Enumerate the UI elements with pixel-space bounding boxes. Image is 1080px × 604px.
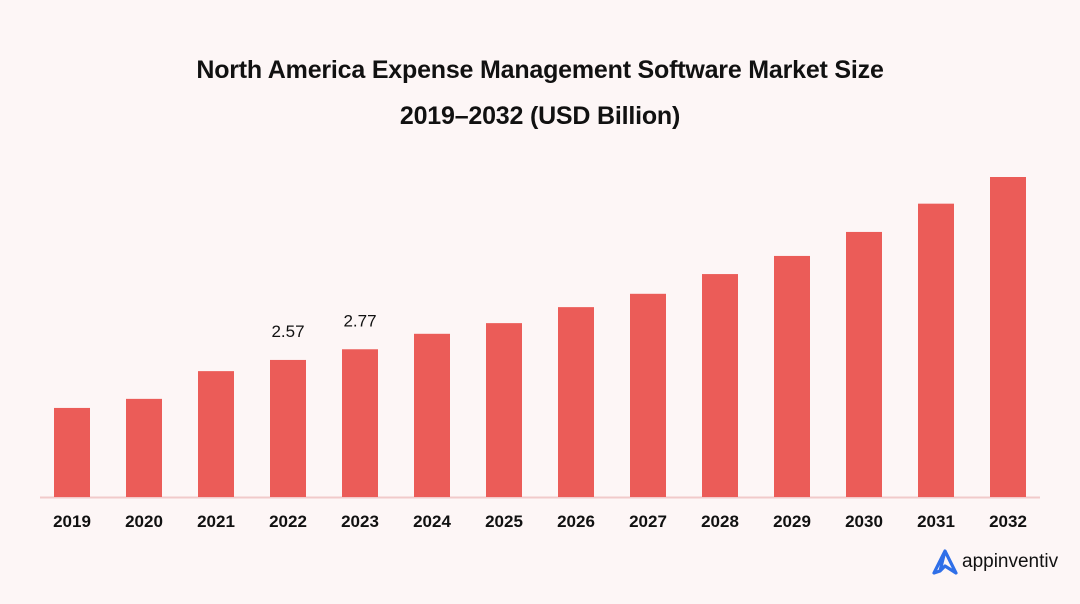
bar-2024 (414, 333, 450, 497)
x-tick-label: 2023 (341, 512, 379, 531)
bar-2020 (126, 398, 162, 497)
chart-subtitle: 2019–2032 (USD Billion) (399, 102, 681, 130)
bar-2023 (342, 349, 378, 497)
x-tick-label: 2024 (413, 512, 451, 531)
x-tick-label: 2021 (197, 512, 235, 531)
bar-2026 (558, 307, 594, 497)
x-tick-label: 2032 (989, 512, 1027, 531)
bar-2022 (270, 359, 306, 497)
x-tick-label: 2025 (485, 512, 523, 531)
bar-2031 (918, 203, 954, 497)
bar-2027 (630, 293, 666, 497)
x-tick-label: 2027 (629, 512, 667, 531)
data-label-2023: 2.77 (343, 311, 376, 330)
x-tick-label: 2031 (917, 512, 955, 531)
bar-2025 (486, 323, 522, 497)
bar-2019 (54, 407, 90, 497)
x-tick-label: 2019 (53, 512, 91, 531)
x-tick-label: 2022 (269, 512, 307, 531)
data-label-2022: 2.57 (271, 322, 304, 341)
bar-2030 (846, 231, 882, 497)
appinventiv-logo-icon (932, 549, 958, 575)
bar-2029 (774, 255, 810, 497)
x-tick-label: 2028 (701, 512, 739, 531)
x-tick-label: 2029 (773, 512, 811, 531)
bar-2028 (702, 274, 738, 497)
bar-2032 (990, 177, 1026, 497)
brand-logo: appinventiv (932, 549, 1058, 575)
x-tick-label: 2030 (845, 512, 883, 531)
x-tick-label: 2020 (125, 512, 163, 531)
x-tick-label: 2026 (557, 512, 595, 531)
bar-2021 (198, 371, 234, 497)
chart-title: North America Expense Management Softwar… (196, 56, 884, 84)
brand-name: appinventiv (962, 551, 1059, 572)
